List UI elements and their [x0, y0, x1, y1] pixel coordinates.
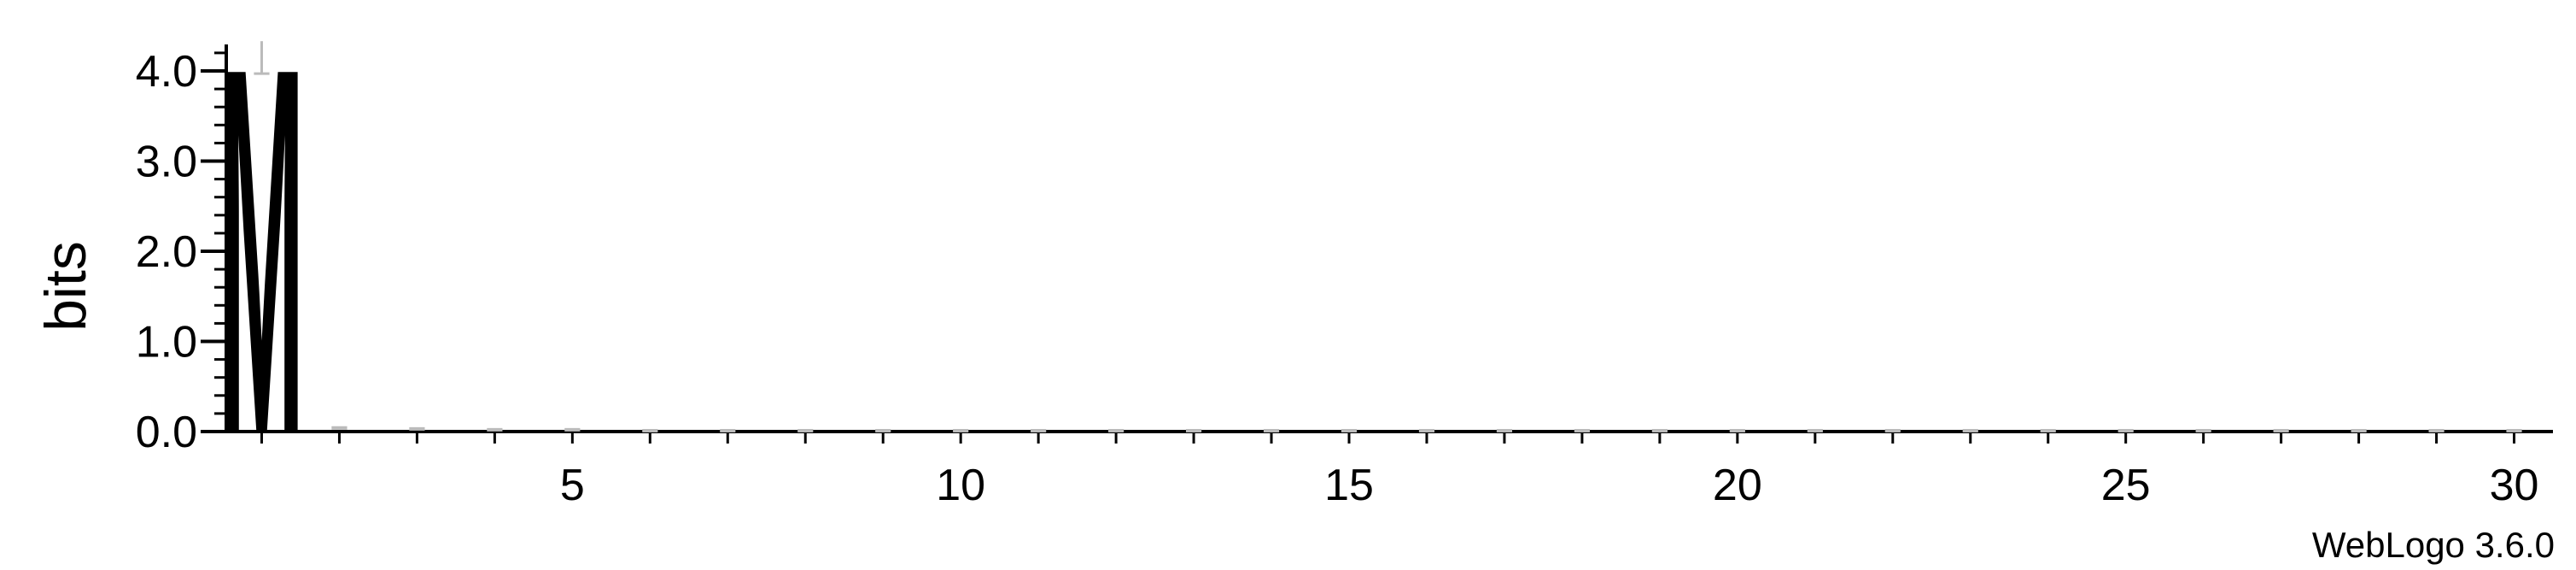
y-axis-title: bits	[33, 241, 98, 332]
y-tick-label: 4.0	[136, 47, 197, 97]
x-axis: 5 10 15 20 25 30	[226, 430, 2553, 510]
weblogo-credit: WebLogo 3.6.0	[2312, 525, 2555, 565]
x-tick-label: 25	[2101, 461, 2151, 510]
x-tick-label: 30	[2490, 461, 2539, 510]
x-tick-label: 10	[936, 461, 985, 510]
y-tick-label: 1.0	[136, 318, 197, 367]
y-tick-label: 0.0	[136, 408, 197, 457]
x-tick-label: 5	[560, 461, 585, 510]
x-tick-label: 20	[1713, 461, 1762, 510]
y-tick-label: 3.0	[136, 138, 197, 187]
error-bars	[254, 41, 2522, 432]
y-tick-label: 2.0	[136, 227, 197, 277]
logo-stacks: M	[219, 0, 304, 543]
x-tick-label: 15	[1324, 461, 1374, 510]
y-axis: 0.0 1.0 2.0 3.0 4.0	[136, 44, 228, 457]
logo-letter-M: M	[219, 0, 304, 543]
